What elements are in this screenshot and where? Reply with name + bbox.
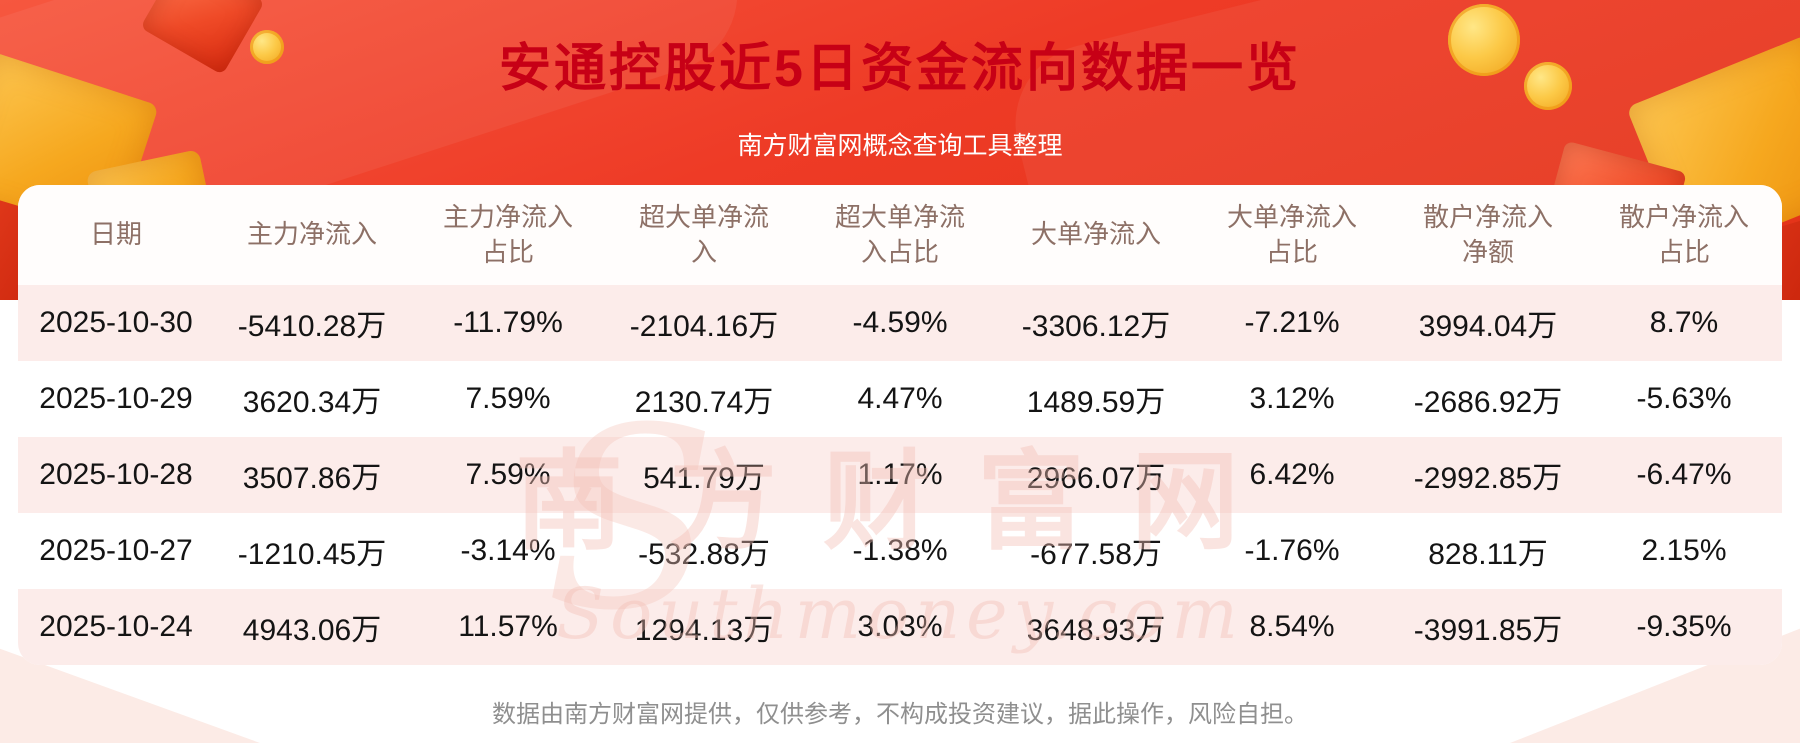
footer-disclaimer: 数据由南方财富网提供，仅供参考，不构成投资建议，据此操作，风险自担。 (492, 701, 1308, 728)
table-row: 2025-10-28 3507.86万 7.59% 541.79万 1.17% 2966.… (18, 437, 1782, 513)
date-cell: 2025-10-30 (39, 306, 193, 339)
column-header: 大单净流入占比 (1194, 185, 1390, 285)
value-cell: -5.63% (1636, 382, 1732, 415)
gold-coin-decoration (250, 30, 284, 64)
column-header: 主力净流入 (214, 185, 410, 285)
table-row: 2025-10-29 3620.34万 7.59% 2130.74万 4.47% 1489… (18, 361, 1782, 437)
value-cell: -3.14% (460, 534, 556, 567)
value-cell: 4943.06万 (242, 614, 382, 647)
value-cell: 1489.59万 (1026, 386, 1166, 419)
date-cell: 2025-10-28 (39, 458, 193, 491)
value-cell: 11.57% (458, 610, 558, 643)
column-header: 大单净流入 (998, 185, 1194, 285)
column-header: 散户净流入净额 (1390, 185, 1586, 285)
value-cell: 3648.93万 (1026, 614, 1166, 647)
value-cell: -2686.92万 (1413, 386, 1563, 419)
value-cell: -6.47% (1636, 458, 1732, 491)
column-header: 散户净流入占比 (1586, 185, 1782, 285)
date-cell: 2025-10-24 (39, 610, 193, 643)
gold-coin-decoration (1524, 62, 1572, 110)
column-header: 超大单净流入 (606, 185, 802, 285)
value-cell: 1.17% (857, 458, 943, 491)
value-cell: -5410.28万 (237, 310, 387, 343)
fund-flow-table-card: 日期 主力净流入 主力净流入占比 超大单净流入 超大单净流入占比 大单净流入 大单净流入占比… (18, 185, 1782, 665)
value-cell: 2130.74万 (634, 386, 774, 419)
value-cell: 3507.86万 (242, 462, 382, 495)
value-cell: -1210.45万 (237, 538, 387, 571)
value-cell: -3306.12万 (1021, 310, 1171, 343)
value-cell: -9.35% (1636, 610, 1732, 643)
value-cell: 3.12% (1249, 382, 1335, 415)
value-cell: 6.42% (1249, 458, 1335, 491)
value-cell: -2992.85万 (1413, 462, 1563, 495)
table-row: 2025-10-27 -1210.45万 -3.14% -532.88万 -1.38% -… (18, 513, 1782, 589)
value-cell: 828.11万 (1428, 538, 1548, 571)
date-cell: 2025-10-27 (39, 534, 193, 567)
value-cell: 3.03% (857, 610, 943, 643)
value-cell: -7.21% (1244, 306, 1340, 339)
value-cell: 4.47% (857, 382, 943, 415)
value-cell: 2966.07万 (1026, 462, 1166, 495)
value-cell: -1.38% (852, 534, 948, 567)
table-body: 2025-10-30 -5410.28万 -11.79% -2104.16万 -4.59… (18, 285, 1782, 665)
value-cell: 3620.34万 (242, 386, 382, 419)
value-cell: -4.59% (852, 306, 948, 339)
table-row: 2025-10-24 4943.06万 11.57% 1294.13万 3.03% 364… (18, 589, 1782, 665)
column-header: 超大单净流入占比 (802, 185, 998, 285)
value-cell: -2104.16万 (629, 310, 779, 343)
table-row: 2025-10-30 -5410.28万 -11.79% -2104.16万 -4.59… (18, 285, 1782, 361)
page-subtitle: 南方财富网概念查询工具整理 (737, 132, 1063, 160)
value-cell: 7.59% (465, 458, 551, 491)
value-cell: 3994.04万 (1418, 310, 1558, 343)
fund-flow-table: 日期 主力净流入 主力净流入占比 超大单净流入 超大单净流入占比 大单净流入 大单净流入占比… (18, 185, 1782, 665)
value-cell: 541.79万 (643, 462, 765, 495)
page-title: 安通控股近5日资金流向数据一览 (499, 40, 1301, 98)
value-cell: 8.54% (1249, 610, 1335, 643)
value-cell: -532.88万 (638, 538, 770, 571)
table-header-row: 日期 主力净流入 主力净流入占比 超大单净流入 超大单净流入占比 大单净流入 大单净流入占比… (18, 185, 1782, 285)
value-cell: 8.7% (1649, 306, 1719, 339)
value-cell: -3991.85万 (1413, 614, 1563, 647)
value-cell: -11.79% (453, 306, 563, 339)
date-cell: 2025-10-29 (39, 382, 193, 415)
value-cell: -677.58万 (1030, 538, 1162, 571)
value-cell: -1.76% (1244, 534, 1340, 567)
value-cell: 7.59% (465, 382, 551, 415)
value-cell: 1294.13万 (634, 614, 774, 647)
value-cell: 2.15% (1641, 534, 1727, 567)
column-header: 日期 (18, 185, 214, 285)
gold-coin-decoration (1448, 4, 1520, 76)
column-header: 主力净流入占比 (410, 185, 606, 285)
